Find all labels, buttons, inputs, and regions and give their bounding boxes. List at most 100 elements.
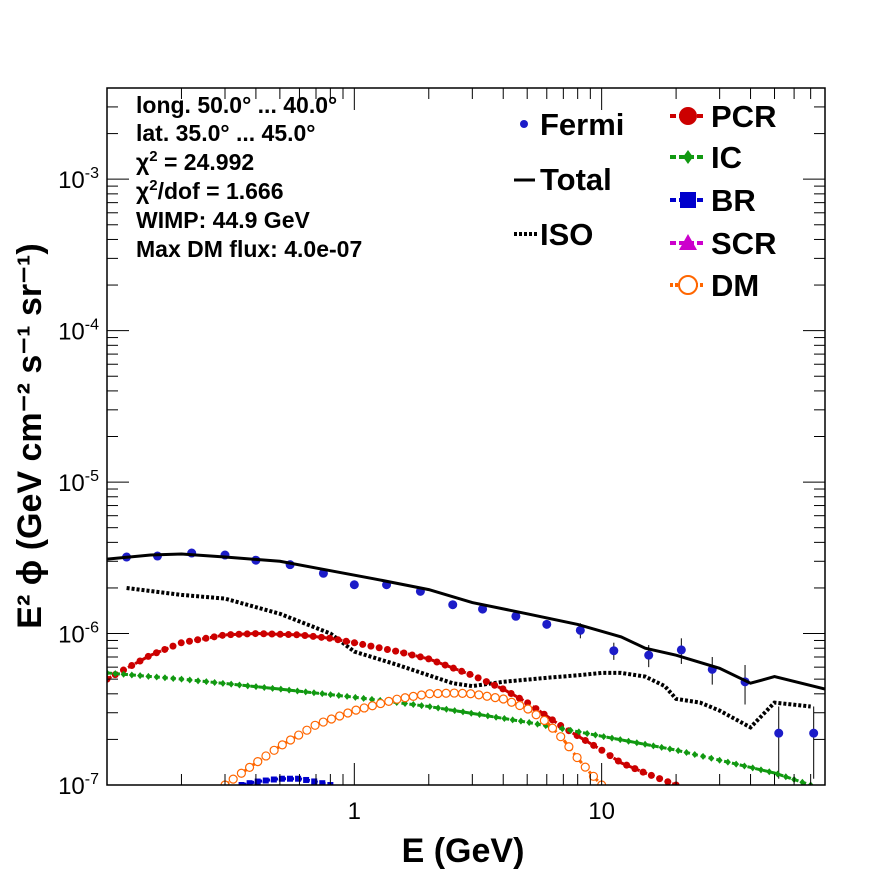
pcr-point: [161, 645, 169, 653]
ic-point: [410, 701, 417, 709]
fermi-point: [349, 580, 359, 590]
series-iso: [126, 586, 811, 730]
pcr-point: [235, 630, 243, 638]
legend-iso-label: ISO: [540, 217, 593, 252]
fermi-point: [542, 619, 552, 629]
ic-point: [195, 677, 202, 685]
br-point: [254, 778, 261, 785]
info-longitude: long. 50.0° ... 40.0°: [136, 92, 337, 118]
pcr-point: [441, 661, 449, 669]
pcr-point: [631, 765, 639, 773]
series-pcr: [107, 630, 680, 785]
ic-point: [277, 685, 284, 693]
ic-point: [774, 770, 781, 778]
ic-point: [468, 709, 475, 717]
ic-point: [675, 747, 682, 755]
pcr-point: [342, 637, 350, 645]
ic-point: [435, 704, 442, 712]
dm-point: [441, 688, 451, 698]
pcr-point: [227, 631, 235, 639]
dm-point: [318, 717, 328, 727]
ic-point: [658, 743, 665, 751]
pcr-point: [119, 666, 127, 674]
pcr-point: [647, 771, 655, 779]
series-fermi: [122, 548, 819, 779]
ic-point: [269, 684, 276, 692]
br-point: [303, 776, 310, 783]
pcr-point: [491, 681, 499, 689]
pcr-point: [416, 653, 424, 661]
legend-pcr-label: PCR: [711, 99, 776, 134]
y-axis-title: E² ϕ (GeV cm⁻² s⁻¹ sr⁻¹): [11, 243, 49, 628]
pcr-point: [218, 631, 226, 639]
series-total: [107, 552, 825, 691]
pcr-point: [350, 639, 358, 647]
legend-scr-label: SCR: [711, 226, 776, 261]
ic-point: [691, 750, 698, 758]
ic-point: [145, 672, 152, 680]
pcr-point: [194, 636, 202, 644]
pcr-point: [590, 741, 598, 749]
ic-point: [683, 749, 690, 757]
info-chi2-dof: χ2/dof = 1.666: [136, 177, 284, 204]
dm-point: [392, 694, 402, 704]
pcr-point: [251, 630, 259, 638]
pcr-point: [482, 678, 490, 686]
pcr-point: [383, 645, 391, 653]
pcr-point: [408, 651, 416, 659]
legend-dm-marker: [678, 275, 698, 295]
pcr-point: [474, 674, 482, 682]
fermi-point: [644, 650, 654, 660]
pcr-point: [317, 633, 325, 641]
dm-point: [335, 711, 345, 721]
ic-point: [534, 720, 541, 728]
dm-point: [490, 693, 500, 703]
dm-point: [310, 720, 320, 730]
ic-point: [517, 717, 524, 725]
dm-point: [400, 693, 410, 703]
series-ic: [107, 669, 814, 785]
ic-point: [178, 675, 185, 683]
dm-point: [277, 740, 287, 750]
dm-point: [408, 691, 418, 701]
ic-point: [476, 711, 483, 719]
dm-point: [556, 732, 566, 742]
ic-point: [335, 691, 342, 699]
ic-point: [344, 692, 351, 700]
dm-point: [449, 688, 459, 698]
x-tick-label: 10: [588, 798, 615, 825]
pcr-point: [301, 631, 309, 639]
pcr-point: [326, 634, 334, 642]
br-point: [238, 782, 245, 785]
legend-br-label: BR: [711, 183, 756, 218]
ic-point: [219, 679, 226, 687]
ic-point: [426, 703, 433, 711]
x-tick-label: 1: [348, 798, 361, 825]
ic-point: [600, 733, 607, 741]
pcr-point: [169, 642, 177, 650]
dm-point: [498, 694, 508, 704]
y-tick-label: 10-5: [58, 468, 99, 497]
br-point: [278, 775, 285, 782]
pcr-point: [614, 757, 622, 765]
dm-point: [539, 715, 549, 726]
pcr-point: [548, 716, 556, 724]
ic-point: [567, 726, 574, 734]
br-point: [311, 778, 318, 785]
ic-point: [352, 693, 359, 701]
x-axis-title: E (GeV): [402, 832, 525, 870]
dm-point: [367, 701, 377, 711]
ic-point: [766, 768, 773, 776]
ic-point: [451, 707, 458, 715]
ic-point: [128, 671, 135, 679]
pcr-point: [136, 657, 144, 665]
info-max-dm-flux: Max DM flux: 4.0e-07: [136, 236, 362, 262]
ic-point: [302, 688, 309, 696]
info-latitude: lat. 35.0° ... 45.0°: [136, 120, 316, 146]
ic-point: [253, 683, 260, 691]
ic-line: [107, 671, 812, 785]
ic-point: [112, 670, 119, 678]
fermi-point: [676, 645, 686, 655]
ic-point: [368, 695, 375, 703]
